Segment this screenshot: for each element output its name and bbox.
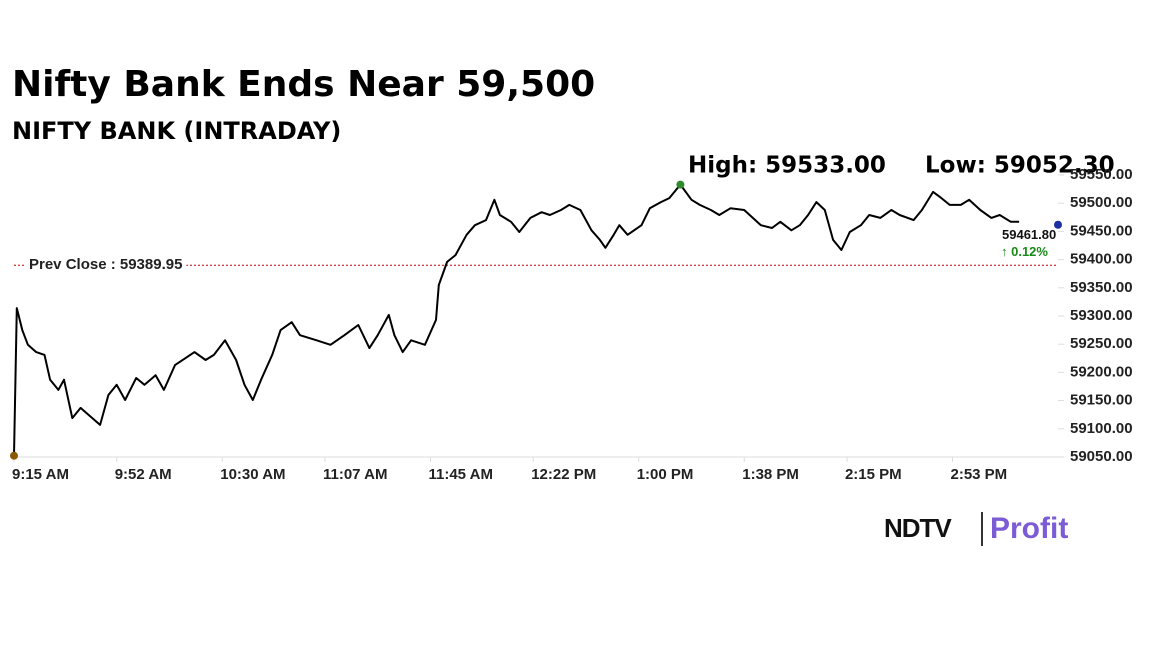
last-change-label: ↑ 0.12% xyxy=(1001,244,1048,259)
logo-brand: NDTV xyxy=(884,513,952,543)
x-tick-label: 10:30 AM xyxy=(220,466,285,483)
y-tick-label: 59150.00 xyxy=(1070,392,1133,409)
y-tick-label: 59100.00 xyxy=(1070,420,1133,437)
x-tick-label: 9:52 AM xyxy=(115,466,172,483)
prev-close-label-bg xyxy=(25,256,187,274)
x-tick-label: 9:15 AM xyxy=(12,466,69,483)
chart-subtitle: NIFTY BANK (INTRADAY) xyxy=(12,117,341,145)
prev-close-label: Prev Close : 59389.95 xyxy=(29,256,182,273)
y-tick-label: 59250.00 xyxy=(1070,335,1133,352)
x-tick-label: 11:45 AM xyxy=(428,466,492,483)
last-marker xyxy=(1054,220,1062,229)
y-tick-label: 59050.00 xyxy=(1070,448,1133,465)
y-tick-label: 59300.00 xyxy=(1070,307,1133,324)
x-tick-label: 2:15 PM xyxy=(845,466,902,483)
high-marker xyxy=(676,180,685,189)
logo-product: Profit xyxy=(990,512,1068,545)
y-tick-label: 59450.00 xyxy=(1070,222,1133,239)
low-label: Low: 59052.30 xyxy=(925,153,1115,179)
y-tick-label: 59400.00 xyxy=(1070,251,1133,268)
x-tick-label: 2:53 PM xyxy=(950,466,1007,483)
y-tick-label: 59500.00 xyxy=(1070,194,1133,211)
low-marker xyxy=(10,451,18,460)
x-tick-label: 11:07 AM xyxy=(323,466,387,483)
y-tick-label: 59550.00 xyxy=(1070,166,1133,183)
x-tick-label: 1:00 PM xyxy=(637,466,694,483)
last-value-label: 59461.80 xyxy=(1002,227,1056,242)
high-label: High: 59533.00 xyxy=(688,153,886,179)
price-line xyxy=(13,183,1020,456)
y-tick-label: 59350.00 xyxy=(1070,279,1133,296)
chart-title: Nifty Bank Ends Near 59,500 xyxy=(12,64,595,105)
y-tick-label: 59200.00 xyxy=(1070,363,1133,380)
x-tick-label: 1:38 PM xyxy=(742,466,799,483)
x-tick-label: 12:22 PM xyxy=(531,466,596,483)
